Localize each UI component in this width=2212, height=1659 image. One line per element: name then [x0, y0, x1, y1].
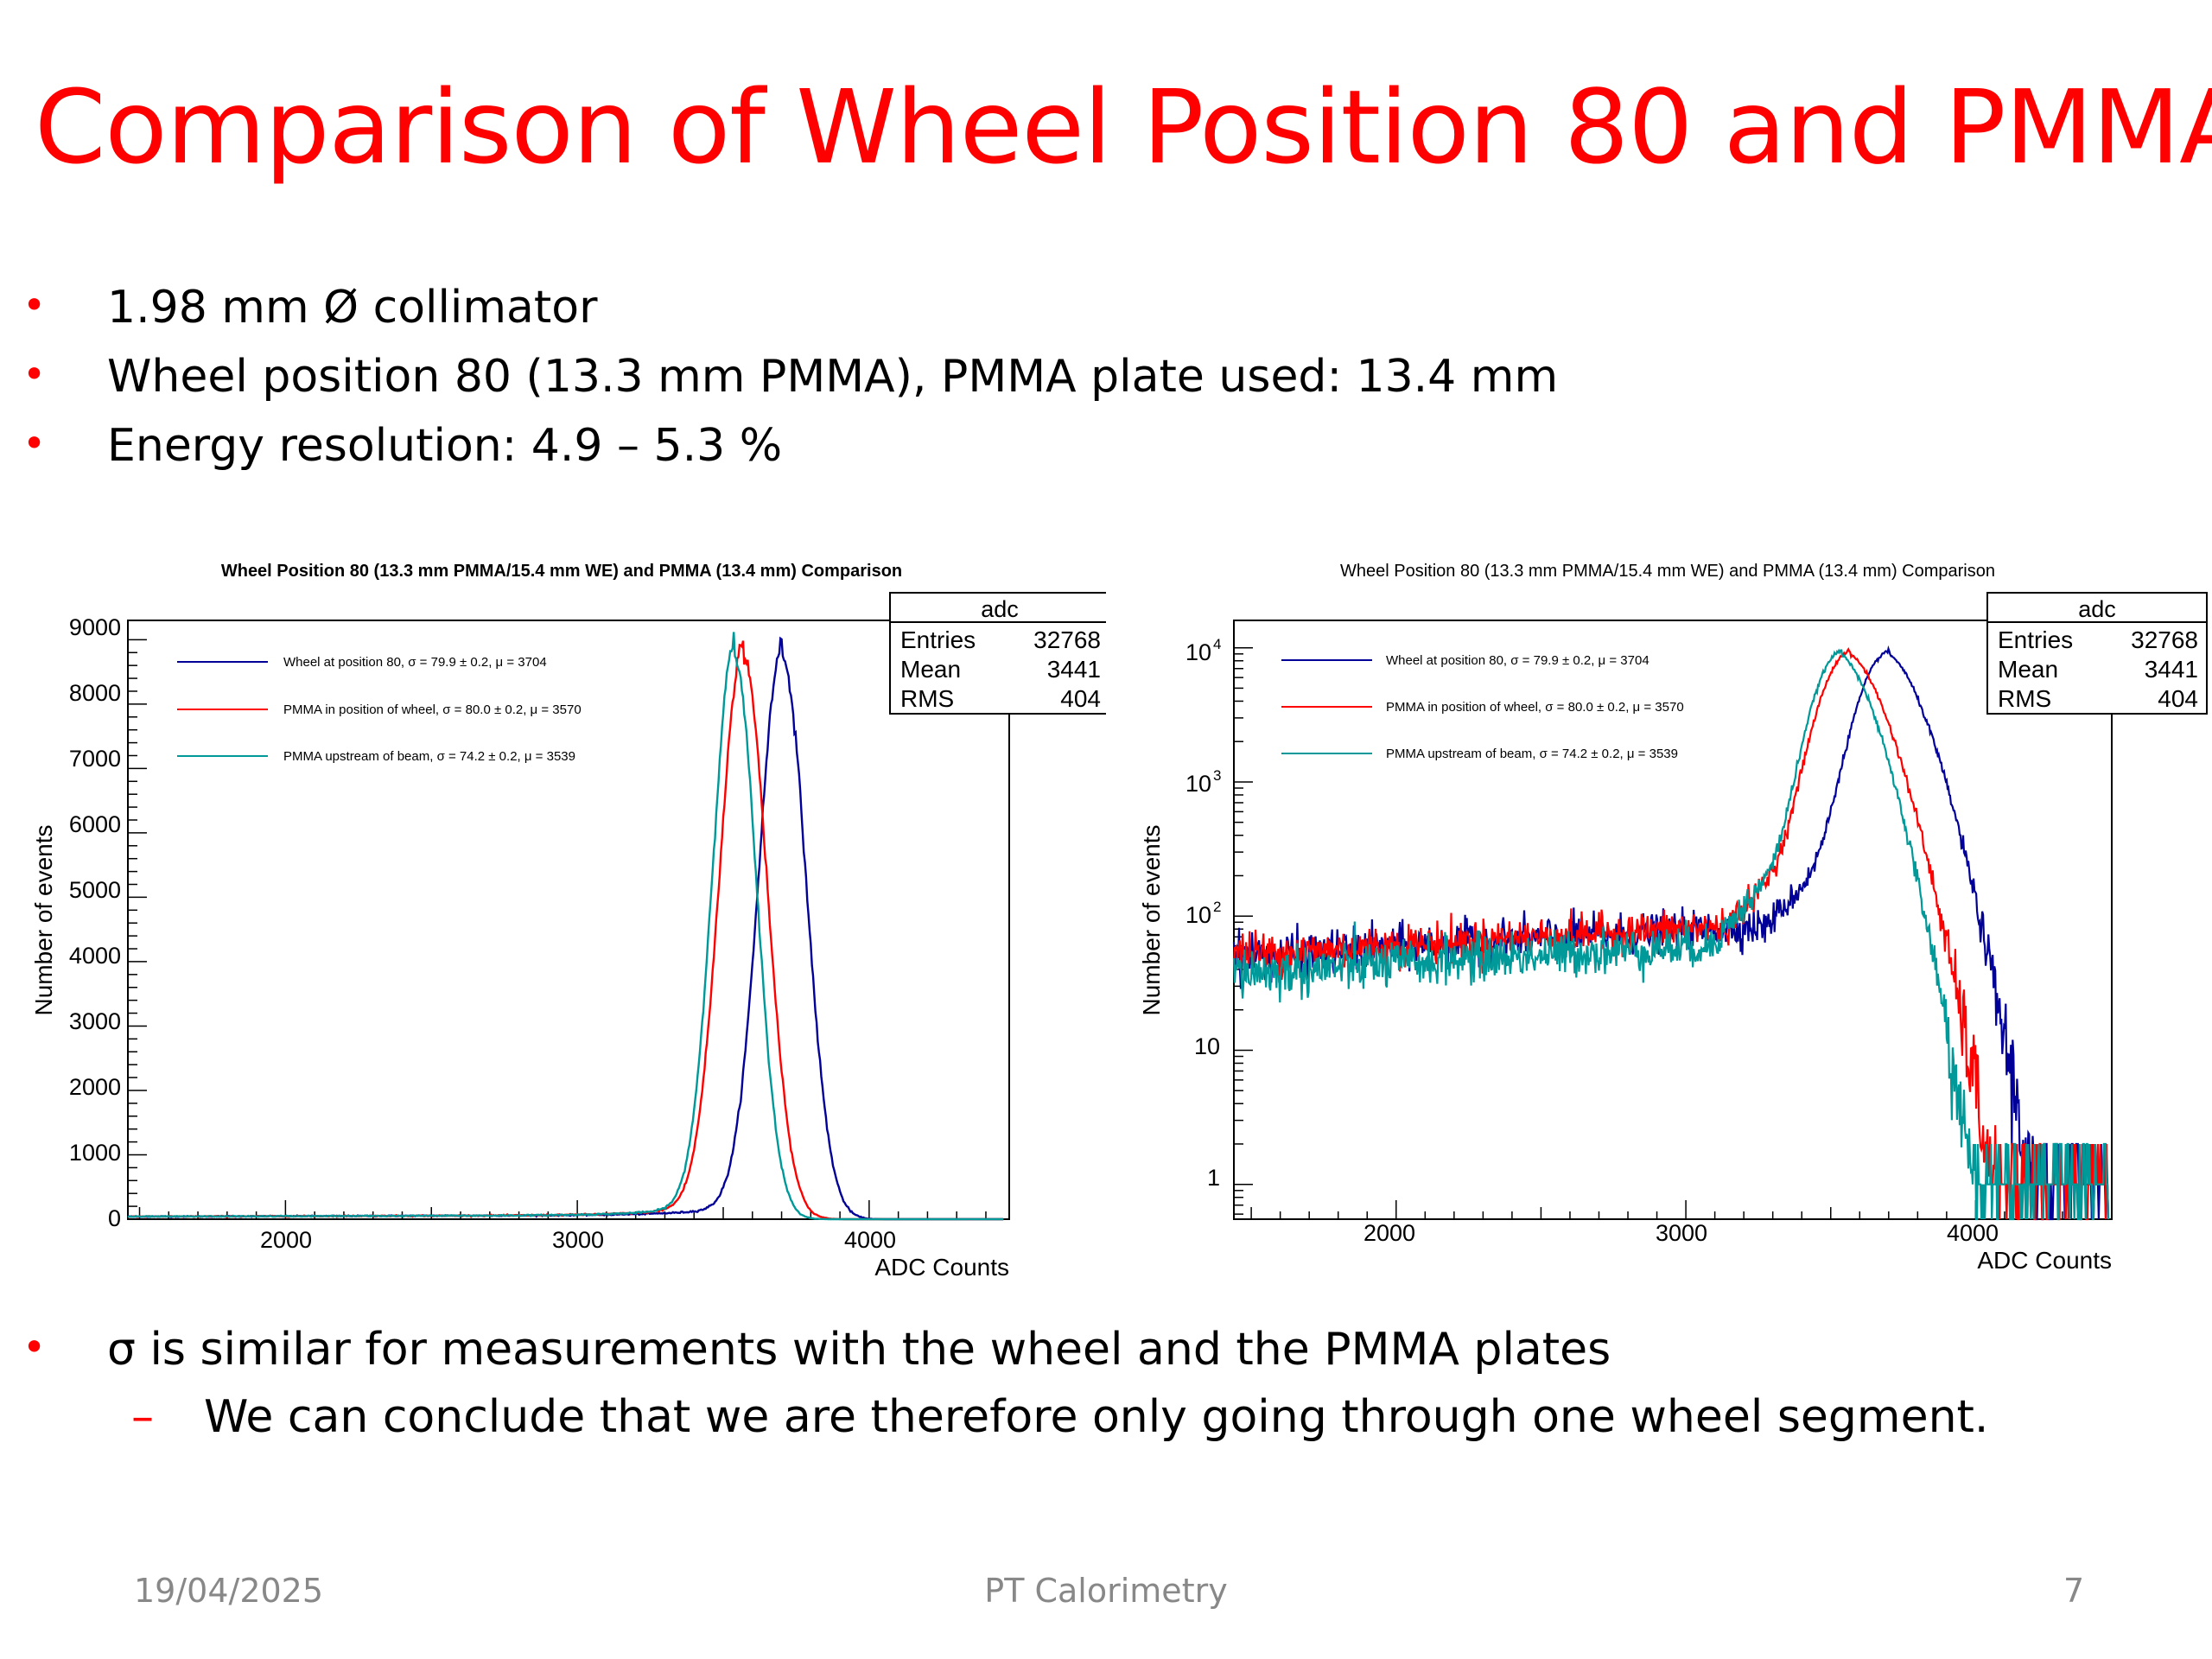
bullet-text: σ is similar for measurements with the w…: [107, 1324, 1611, 1376]
chart-title: Wheel Position 80 (13.3 mm PMMA/15.4 mm …: [1340, 562, 1995, 581]
bullet-text: Energy resolution: 4.9 – 5.3 %: [107, 420, 783, 472]
y-tick-labels: 0 1000 2000 3000 4000 5000 6000 7000 800…: [69, 614, 121, 1231]
y-tick-label: 6000: [69, 811, 121, 837]
x-tick-label: 4000: [844, 1227, 896, 1253]
series-group: [127, 632, 1004, 1221]
bullet-dot-icon: •: [22, 282, 47, 328]
x-tick-label: 4000: [1947, 1220, 1999, 1246]
y-tick-label: 0: [108, 1205, 121, 1231]
y-tick-label: 1000: [69, 1140, 121, 1166]
bullet-dot-icon: •: [22, 1324, 47, 1370]
legend-entry: PMMA upstream of beam, σ = 74.2 ± 0.2, μ…: [283, 749, 575, 764]
stats-label: RMS: [1998, 685, 2051, 712]
stats-value: 32768: [2131, 626, 2198, 653]
bullet-dot-icon: •: [22, 420, 47, 467]
y-tick-label: 10: [1194, 1033, 1220, 1059]
stats-box: adc Entries 32768 Mean 3441 RMS 404: [889, 592, 1106, 715]
chart-linear: Wheel Position 80 (13.3 mm PMMA/15.4 mm …: [30, 562, 1106, 1281]
footer-date: 19/04/2025: [134, 1572, 324, 1610]
y-tick-label: 2000: [69, 1074, 121, 1100]
footer-page-number: 7: [2063, 1572, 2085, 1610]
series-group: [1232, 645, 2110, 1221]
y-tick-label: 10: [1185, 771, 1211, 797]
x-tick-label: 2000: [1363, 1220, 1415, 1246]
legend-entry: Wheel at position 80, σ = 79.9 ± 0.2, μ …: [283, 655, 547, 670]
x-axis-label: ADC Counts: [1977, 1247, 2112, 1274]
stats-value: 3441: [2145, 656, 2198, 683]
stats-value: 3441: [1047, 656, 1101, 683]
legend-entry: Wheel at position 80, σ = 79.9 ± 0.2, μ …: [1386, 653, 1649, 668]
stats-label: RMS: [900, 685, 954, 712]
chart-title: Wheel Position 80 (13.3 mm PMMA/15.4 mm …: [221, 562, 902, 581]
series-line: [127, 632, 1004, 1221]
legend: Wheel at position 80, σ = 79.9 ± 0.2, μ …: [1281, 653, 1684, 761]
y-tick-exponent: 4: [1213, 636, 1221, 652]
stats-label: Mean: [900, 656, 961, 683]
y-axis-label: Number of events: [1138, 825, 1165, 1016]
stats-box: adc Entries 32768 Mean 3441 RMS 404: [1986, 592, 2208, 715]
x-axis-label: ADC Counts: [874, 1254, 1009, 1281]
slide-title: Comparison of Wheel Position 80 and PMMA: [35, 67, 2212, 187]
bullet-text: Wheel position 80 (13.3 mm PMMA), PMMA p…: [107, 351, 1559, 403]
stats-value: 404: [2158, 685, 2198, 712]
stats-label: Entries: [900, 626, 976, 653]
y-tick-label: 8000: [69, 680, 121, 706]
legend: Wheel at position 80, σ = 79.9 ± 0.2, μ …: [177, 655, 582, 764]
y-tick-label: 10: [1185, 639, 1211, 665]
chart-log: Wheel Position 80 (13.3 mm PMMA/15.4 mm …: [1138, 562, 2208, 1274]
stats-value: 404: [1060, 685, 1101, 712]
series-line: [127, 636, 1004, 1221]
footer-title: PT Calorimetry: [984, 1572, 1228, 1610]
x-tick-labels: 2000 3000 4000: [1363, 1220, 1999, 1246]
bullet-dot-icon: •: [22, 351, 47, 397]
legend-entry: PMMA upstream of beam, σ = 74.2 ± 0.2, μ…: [1386, 747, 1678, 761]
x-tick-label: 3000: [1656, 1220, 1707, 1246]
sub-bullet-text: We can conclude that we are therefore on…: [204, 1391, 1989, 1443]
stats-value: 32768: [1033, 626, 1101, 653]
series-line: [1232, 648, 2110, 1221]
stats-title: adc: [2078, 596, 2116, 622]
y-tick-labels: 1 10 10 2 10 3 10 4: [1185, 636, 1222, 1191]
x-tick-labels: 2000 3000 4000: [260, 1227, 896, 1253]
stats-label: Mean: [1998, 656, 2058, 683]
plot-frame: [1233, 620, 2113, 1220]
stats-title: adc: [981, 596, 1019, 622]
x-tick-label: 3000: [552, 1227, 604, 1253]
dash-icon: –: [131, 1391, 154, 1443]
y-tick-label: 10: [1185, 902, 1211, 928]
legend-entry: PMMA in position of wheel, σ = 80.0 ± 0.…: [283, 702, 582, 717]
y-tick-exponent: 2: [1213, 899, 1221, 915]
y-tick-label: 5000: [69, 877, 121, 903]
plot-frame: [127, 620, 1010, 1220]
bullet-text: 1.98 mm Ø collimator: [107, 282, 598, 334]
y-tick-label: 3000: [69, 1008, 121, 1034]
y-tick-label: 7000: [69, 746, 121, 772]
y-tick-label: 9000: [69, 614, 121, 640]
y-axis-label: Number of events: [30, 825, 57, 1016]
stats-label: Entries: [1998, 626, 2073, 653]
x-tick-label: 2000: [260, 1227, 312, 1253]
series-line: [127, 640, 1004, 1221]
y-tick-label: 1: [1207, 1165, 1220, 1191]
y-tick-exponent: 3: [1213, 767, 1221, 784]
y-tick-label: 4000: [69, 943, 121, 969]
legend-entry: PMMA in position of wheel, σ = 80.0 ± 0.…: [1386, 700, 1684, 715]
tick-marks: [128, 639, 987, 1220]
